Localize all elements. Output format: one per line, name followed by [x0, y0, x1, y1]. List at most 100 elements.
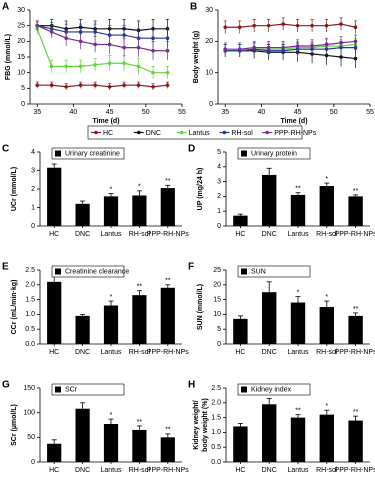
x-tick-label: Lantus	[287, 467, 309, 474]
y-tick-label: 3	[217, 178, 221, 185]
point	[339, 41, 343, 45]
point	[122, 45, 126, 50]
significance: *	[138, 184, 141, 191]
bar	[233, 215, 248, 226]
x-tick-label: DNC	[75, 231, 90, 238]
point	[165, 70, 170, 75]
point	[93, 83, 97, 87]
x-tick-label: RH-sol	[316, 231, 338, 238]
y-axis-label: UP (mg/24 h)	[197, 168, 204, 211]
bar	[290, 302, 306, 344]
bar	[103, 196, 119, 226]
point	[49, 64, 54, 69]
bar	[262, 174, 277, 226]
y-tick-label: 10	[213, 311, 221, 318]
point	[252, 23, 256, 28]
point	[49, 30, 54, 34]
significance: *	[325, 294, 328, 301]
legend-label: DNC	[146, 130, 161, 137]
significance: **	[295, 407, 301, 414]
x-tick-label: HC	[235, 231, 245, 238]
bar	[319, 186, 334, 226]
x-axis-label: Time (d)	[280, 118, 307, 125]
legend-label: Urinary protein	[251, 151, 297, 158]
point	[78, 64, 83, 69]
point	[93, 63, 97, 67]
point	[353, 56, 358, 61]
point	[151, 84, 155, 89]
x-tick-label: DNC	[75, 467, 90, 474]
point	[353, 25, 358, 30]
y-axis-label: FBG (mmol/L)	[5, 34, 12, 80]
y-tick-label: 1.0	[25, 311, 35, 318]
y-axis-label: UCr (mmol/L)	[11, 167, 18, 211]
y-axis-label: SUN (mmol/L)	[197, 284, 204, 330]
y-tick-label: 2	[31, 186, 35, 193]
point	[223, 47, 228, 51]
bar	[103, 424, 119, 462]
legend-swatch	[241, 150, 247, 157]
significance: **	[165, 178, 171, 185]
y-tick-label: 150	[23, 385, 35, 392]
point	[136, 83, 141, 87]
bar	[132, 295, 147, 344]
x-tick-label: 55	[366, 109, 374, 116]
x-tick-label: DNC	[262, 231, 277, 238]
y-tick-label: 25	[17, 23, 25, 30]
legend-box	[237, 383, 311, 396]
y-tick-label: 20	[17, 38, 25, 45]
y-tick-label: 25	[213, 267, 221, 274]
legend-marker	[222, 130, 227, 135]
x-tick-label: PPP-RH-NPs	[147, 349, 190, 356]
y-tick-label: 4	[217, 164, 221, 171]
bar	[348, 420, 363, 462]
bar	[160, 188, 175, 226]
x-tick-label: HC	[49, 231, 59, 238]
legend-box	[51, 383, 125, 396]
series-line	[36, 25, 168, 52]
legend-swatch	[55, 150, 61, 157]
significance: *	[325, 176, 328, 183]
x-tick-label: Lantus	[287, 231, 309, 238]
y-axis-label: Body weight (g)	[193, 31, 200, 84]
point	[136, 45, 141, 50]
y-tick-label: 20	[213, 282, 221, 289]
legend-box	[237, 147, 311, 160]
point	[165, 48, 170, 53]
bar	[75, 203, 90, 226]
x-tick-label: RH-sol	[129, 467, 151, 474]
y-tick-label: 0	[31, 459, 35, 466]
significance: **	[353, 409, 359, 416]
panel-letter: G	[2, 380, 10, 391]
point	[93, 42, 97, 47]
point	[107, 84, 112, 89]
x-tick-label: RH-sol	[129, 349, 151, 356]
legend-swatch	[55, 386, 61, 393]
point	[281, 45, 285, 50]
bar	[233, 318, 248, 344]
point	[64, 84, 68, 89]
x-tick-label: 35	[33, 109, 41, 116]
y-tick-label: 3	[31, 167, 35, 174]
y-tick-label: 30	[205, 7, 213, 14]
point	[237, 47, 242, 51]
y-tick-label: 5	[217, 326, 221, 333]
y-tick-label: 10	[205, 70, 213, 77]
point	[151, 48, 155, 53]
panel-letter: C	[2, 144, 9, 155]
point	[122, 61, 126, 66]
x-tick-label: Lantus	[100, 467, 122, 474]
bar	[319, 414, 334, 462]
series-line	[225, 46, 356, 52]
legend-label: Urinary creatinine	[65, 151, 120, 158]
x-tick-label: Lantus	[100, 231, 122, 238]
point	[107, 61, 112, 66]
panel-letter: A	[2, 2, 9, 13]
panel-letter: E	[2, 262, 9, 273]
y-tick-label: 15	[17, 54, 25, 61]
series-line	[36, 28, 168, 74]
x-tick-label: 35	[221, 109, 229, 116]
significance: *	[297, 289, 300, 296]
legend-marker	[137, 130, 141, 135]
y-tick-label: 0.0	[211, 459, 221, 466]
